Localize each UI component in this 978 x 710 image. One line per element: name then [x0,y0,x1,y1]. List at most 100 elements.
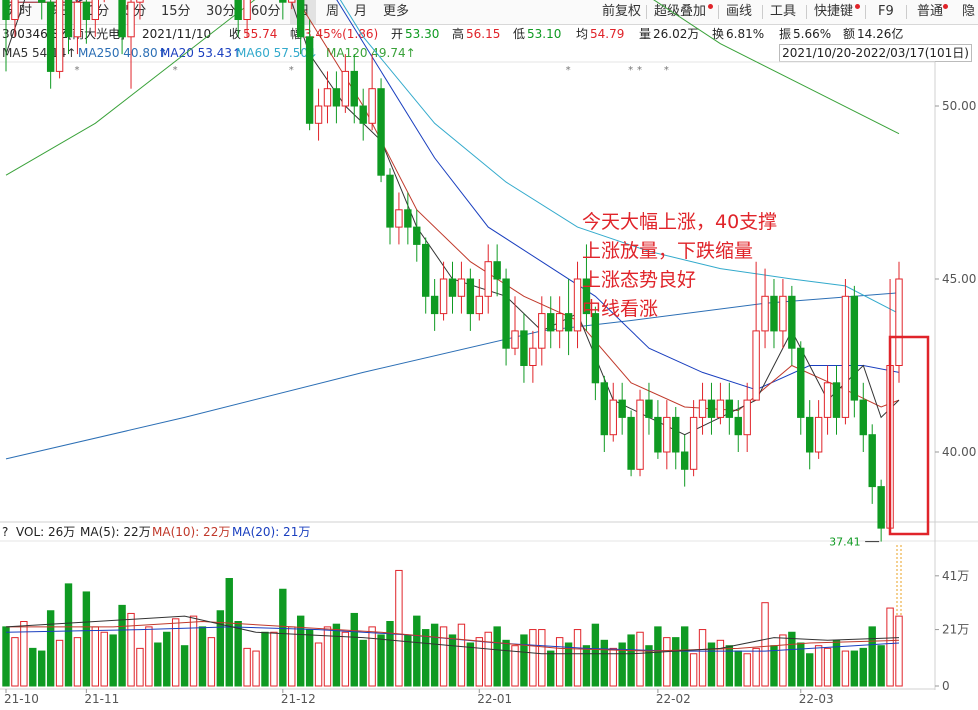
volume-bar [296,615,305,687]
open-label: 开 [391,27,404,41]
candle [529,347,537,367]
candle [555,313,564,332]
candle [689,416,698,470]
volume-bar [288,626,296,687]
adjust-forward-button[interactable]: 前复权 [602,4,642,19]
candle [627,416,635,470]
candle [466,278,475,315]
volume-bar [261,631,269,687]
ma20-line [6,0,900,391]
volume-bar [118,604,126,687]
volume-bar [725,645,734,687]
candle [118,0,126,38]
candle [868,434,876,488]
volume-bar [770,645,778,687]
volume-bar [654,626,662,687]
x-tick-label: 22-01 [477,692,512,706]
tab-30min[interactable]: 30分 [206,4,236,19]
volume-bar [73,637,82,687]
candle [73,1,82,38]
hide-button[interactable]: 隐 [962,4,976,19]
candle [698,399,707,418]
candle [850,295,859,401]
candle [725,399,734,418]
candle [564,313,573,332]
event-star-icon: * [637,65,642,76]
annotation-line: 上涨态势良好 [582,269,697,291]
ma60-legend: MA60 57.50↓ [236,46,319,60]
volume-bar [493,626,501,687]
volume-bar [877,645,885,687]
vol-value: VOL: 26万 [16,525,76,539]
candle [770,295,778,332]
x-tick-label: 21-12 [281,692,316,706]
volume-bar [180,645,189,687]
tab-more[interactable]: 更多 [383,4,410,19]
volume-bar [332,623,341,687]
candle [823,382,832,418]
mode-normal-button[interactable]: 普通 [917,4,944,19]
vol-tick-label: 21万 [942,623,969,637]
date-range-selector[interactable]: 2021/10/20-2022/03/17(101日) [779,44,972,62]
volume-bar [171,618,180,687]
volume-bar [341,631,350,687]
candle [511,330,519,349]
mode-dot-icon [943,4,948,9]
volume-bar [707,642,716,687]
volume-bar [439,626,448,687]
candle [806,416,814,453]
volume-bar [538,629,546,687]
shortcut-dot-icon [855,4,860,9]
help-icon[interactable]: ? [2,525,9,539]
candle [368,88,376,124]
candle [234,0,242,20]
candle [55,0,64,72]
tools-button[interactable]: 工具 [770,4,797,19]
x-tick-label: 21-11 [84,692,119,706]
event-star-icon: * [173,65,178,76]
volume-bar [484,631,492,687]
volume-bar [279,588,287,687]
draw-line-button[interactable]: 画线 [726,4,753,19]
turnover-value: 6.81% [726,27,765,41]
y-tick-label: 40.00 [942,445,976,459]
volume-bar [29,647,37,687]
volume-bar [627,634,635,687]
volume-bar [618,642,626,687]
candle [314,105,323,124]
vol-tick-label: 0 [942,679,950,693]
candle [422,243,430,297]
shortcut-button[interactable]: 快捷键 [814,4,854,19]
candle [645,399,653,418]
annotation-line: 上涨放量，下跌缩量 [582,240,754,262]
event-star-icon: * [664,65,669,76]
volume-bar [430,623,439,687]
super-overlay-button[interactable]: 超级叠加 [654,4,707,19]
candle [582,278,591,315]
volume-bar [743,653,751,687]
tab-weekly[interactable]: 周 [326,4,340,19]
candle [573,278,582,332]
volume-bar [234,621,242,687]
tab-15min[interactable]: 15分 [161,4,191,19]
volume-bar [91,626,99,687]
event-star-icon: * [74,65,79,76]
tab-60min[interactable]: 60分 [251,4,281,19]
tab-monthly[interactable]: 月 [354,4,368,19]
volume-bar [672,637,680,687]
close-value: 55.74 [243,27,278,41]
volume-bar [38,650,46,687]
candle [600,382,609,436]
candle [752,330,760,401]
candle [404,209,412,228]
volume-bar [314,642,323,687]
candle [609,399,617,436]
candle [64,0,73,38]
candle [457,278,466,297]
candle [11,0,19,20]
volume-bar [752,647,760,687]
f9-button[interactable]: F9 [878,4,894,19]
high-label: 高 [452,27,465,41]
candle [91,0,99,20]
